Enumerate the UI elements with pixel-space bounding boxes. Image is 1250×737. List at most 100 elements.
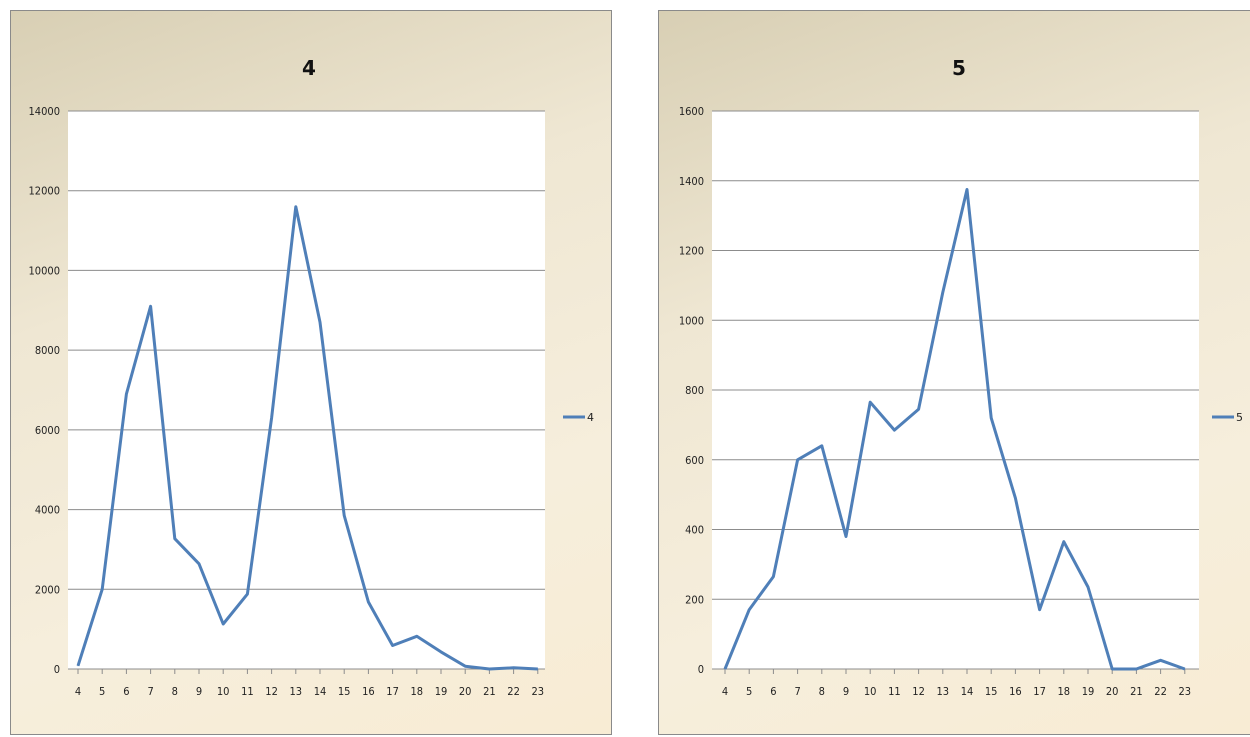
x-tick-label: 16 <box>1009 685 1022 698</box>
x-tick-label: 22 <box>1154 685 1167 698</box>
data-point <box>797 459 799 461</box>
x-tick-label: 14 <box>314 685 327 698</box>
data-point <box>821 445 823 447</box>
x-tick-label: 9 <box>843 685 849 698</box>
data-point <box>772 576 774 578</box>
x-tick-label: 21 <box>1130 685 1143 698</box>
data-point <box>990 417 992 419</box>
y-tick-label: 800 <box>685 384 704 397</box>
data-point <box>1063 541 1065 543</box>
x-tick-label: 17 <box>386 685 399 698</box>
data-point <box>893 429 895 431</box>
y-tick-label: 10000 <box>29 264 60 277</box>
data-point <box>174 538 176 540</box>
x-tick-label: 12 <box>912 685 925 698</box>
x-tick-label: 20 <box>1106 685 1119 698</box>
y-tick-label: 0 <box>54 663 60 676</box>
data-point <box>246 593 248 595</box>
data-point <box>1160 659 1162 661</box>
x-tick-label: 18 <box>411 685 424 698</box>
y-tick-label: 4000 <box>35 504 60 517</box>
x-tick-label: 19 <box>1082 685 1095 698</box>
x-tick-label: 14 <box>961 685 974 698</box>
data-point <box>1014 497 1016 499</box>
x-tick-label: 8 <box>819 685 825 698</box>
data-point <box>1087 586 1089 588</box>
data-point <box>77 665 79 667</box>
data-point <box>464 665 466 667</box>
data-point <box>537 668 539 670</box>
data-point <box>367 601 369 603</box>
y-tick-label: 1400 <box>679 175 704 188</box>
data-point <box>222 623 224 625</box>
x-tick-label: 10 <box>217 685 230 698</box>
x-tick-label: 6 <box>770 685 776 698</box>
legend-label: 5 <box>1236 411 1243 424</box>
data-point <box>125 393 127 395</box>
x-tick-label: 10 <box>864 685 877 698</box>
data-point <box>845 535 847 537</box>
data-point <box>343 515 345 517</box>
x-tick-label: 4 <box>75 685 81 698</box>
series-line <box>76 205 538 671</box>
y-tick-label: 600 <box>685 454 704 467</box>
chart-svg-1: 4 0 2000 4000 6000 8000 10000 12000 14000 4 5 6 7 8 9 1… <box>29 56 594 698</box>
data-point <box>869 401 871 403</box>
x-tick-label: 16 <box>362 685 375 698</box>
x-tick-label: 15 <box>985 685 998 698</box>
x-tick-label: 18 <box>1058 685 1071 698</box>
x-tick-label: 23 <box>1179 685 1192 698</box>
data-point <box>416 635 418 637</box>
data-point <box>198 563 200 565</box>
x-tick-label: 12 <box>265 685 278 698</box>
data-point <box>1039 609 1041 611</box>
chart-panel-1: 4 0 2000 4000 6000 8000 10000 12000 14000 4 5 6 7 8 9 1… <box>10 10 612 735</box>
data-point <box>271 417 273 419</box>
x-tick-label: 11 <box>888 685 901 698</box>
data-point <box>1111 668 1113 670</box>
data-point <box>918 408 920 410</box>
data-point <box>1135 668 1137 670</box>
x-tick-label: 7 <box>794 685 800 698</box>
data-point <box>440 651 442 653</box>
x-tick-label: 6 <box>123 685 129 698</box>
y-tick-label: 1000 <box>679 314 704 327</box>
data-point <box>724 668 726 670</box>
x-tick-label: 5 <box>746 685 752 698</box>
y-tick-label: 400 <box>685 524 704 537</box>
x-tick-label: 13 <box>290 685 303 698</box>
x-tick-label: 17 <box>1033 685 1046 698</box>
legend-label: 4 <box>587 411 594 424</box>
x-tick-label: 22 <box>507 685 520 698</box>
x-tick-label: 15 <box>338 685 351 698</box>
x-tick-label: 21 <box>483 685 496 698</box>
x-tick-label: 9 <box>196 685 202 698</box>
y-tick-label: 200 <box>685 593 704 606</box>
data-point <box>748 609 750 611</box>
y-tick-label: 8000 <box>35 344 60 357</box>
y-tick-label: 1600 <box>679 105 704 118</box>
x-tick-label: 13 <box>937 685 950 698</box>
x-tick-label: 4 <box>722 685 728 698</box>
chart-svg-2: 5 0 200 400 600 800 1000 1200 1400 1600 4 5 6 7 8 9 10 11… <box>679 56 1243 698</box>
data-point <box>101 588 103 590</box>
data-point <box>1184 668 1186 670</box>
x-tick-label: 5 <box>99 685 105 698</box>
data-point <box>392 644 394 646</box>
chart-panel-2: 5 0 200 400 600 800 1000 1200 1400 1600 4 5 6 7 8 9 10 11… <box>658 10 1250 735</box>
data-point <box>150 305 152 307</box>
chart-title: 5 <box>952 56 966 80</box>
y-tick-label: 6000 <box>35 424 60 437</box>
x-tick-label: 19 <box>435 685 448 698</box>
y-tick-label: 14000 <box>29 105 60 118</box>
data-point <box>966 188 968 190</box>
y-tick-label: 0 <box>698 663 704 676</box>
data-point <box>513 667 515 669</box>
data-point <box>319 321 321 323</box>
y-tick-label: 1200 <box>679 245 704 258</box>
plot-area <box>68 111 545 669</box>
x-tick-label: 23 <box>532 685 545 698</box>
y-tick-label: 2000 <box>35 583 60 596</box>
x-tick-label: 11 <box>241 685 254 698</box>
x-tick-label: 20 <box>459 685 472 698</box>
